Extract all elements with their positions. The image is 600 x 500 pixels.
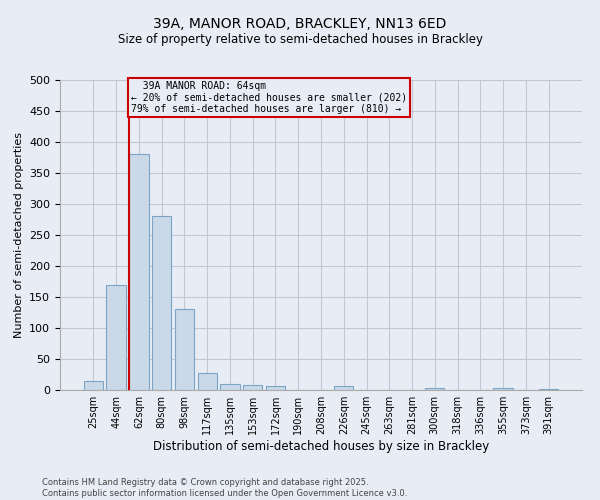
Text: Size of property relative to semi-detached houses in Brackley: Size of property relative to semi-detach… xyxy=(118,32,482,46)
Bar xyxy=(334,386,353,390)
Bar xyxy=(197,372,217,390)
Bar xyxy=(84,380,103,390)
Text: Contains HM Land Registry data © Crown copyright and database right 2025.
Contai: Contains HM Land Registry data © Crown c… xyxy=(42,478,407,498)
Bar xyxy=(425,388,445,390)
Y-axis label: Number of semi-detached properties: Number of semi-detached properties xyxy=(14,132,23,338)
Bar xyxy=(106,284,126,390)
Bar xyxy=(243,385,262,390)
Bar xyxy=(493,388,513,390)
Bar xyxy=(175,310,194,390)
Bar xyxy=(220,384,239,390)
Text: 39A, MANOR ROAD, BRACKLEY, NN13 6ED: 39A, MANOR ROAD, BRACKLEY, NN13 6ED xyxy=(154,18,446,32)
Bar xyxy=(129,154,149,390)
Bar xyxy=(266,386,285,390)
Bar xyxy=(152,216,172,390)
Text: 39A MANOR ROAD: 64sqm
← 20% of semi-detached houses are smaller (202)
79% of sem: 39A MANOR ROAD: 64sqm ← 20% of semi-deta… xyxy=(131,81,407,114)
Bar xyxy=(539,389,558,390)
X-axis label: Distribution of semi-detached houses by size in Brackley: Distribution of semi-detached houses by … xyxy=(153,440,489,453)
